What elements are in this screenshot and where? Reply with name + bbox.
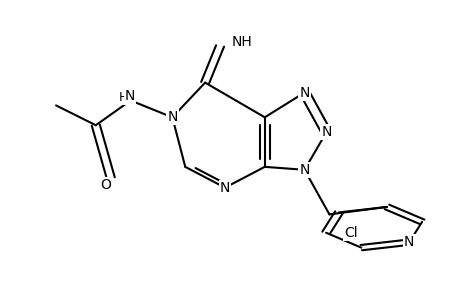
Text: N: N [320, 125, 331, 139]
Text: H: H [119, 91, 128, 104]
Text: N: N [299, 85, 309, 100]
Text: N: N [403, 235, 414, 249]
Text: N: N [219, 181, 230, 195]
Text: NH: NH [231, 34, 252, 49]
Text: N: N [299, 163, 309, 177]
Text: N: N [167, 110, 177, 124]
Text: Cl: Cl [344, 226, 357, 240]
Text: O: O [101, 178, 112, 192]
Text: N: N [124, 89, 135, 103]
